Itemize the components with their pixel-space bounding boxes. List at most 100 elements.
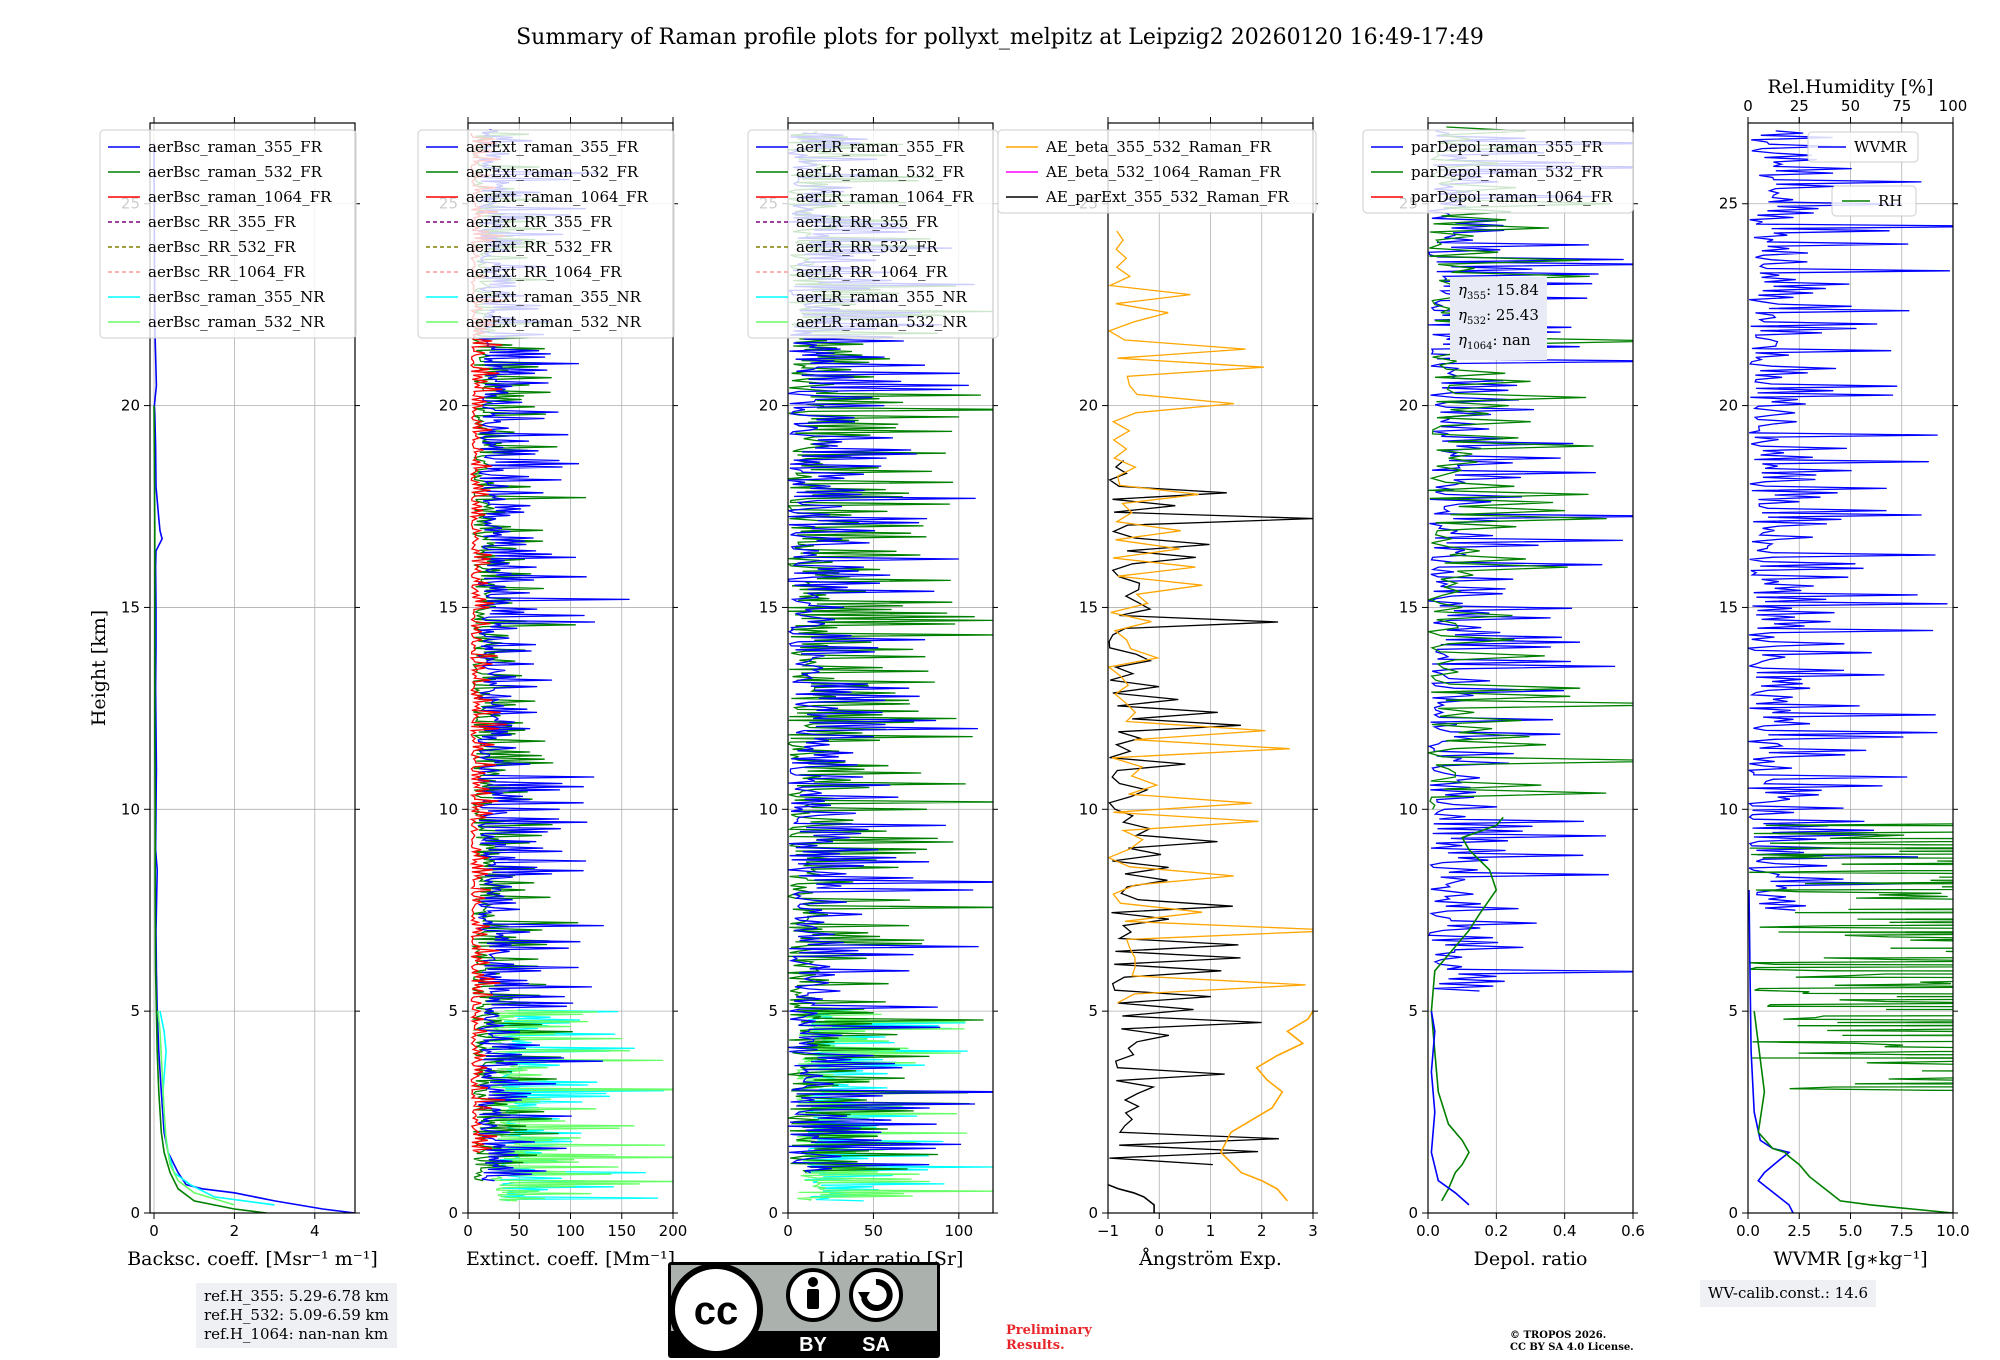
top-tick-label: 50 xyxy=(1841,97,1860,115)
y-tick-label: 20 xyxy=(439,397,458,415)
panel-wvmr: 0.0 2.5 5.0 7.5 10.0 0 5 10 15 20 25 WVMR [g∗kg⁻¹] 0… xyxy=(1719,76,1970,1270)
x-tick-label: 7.5 xyxy=(1890,1222,1914,1240)
series-aerBsc_raman_532_NR xyxy=(157,1011,235,1206)
sa-arrow-arc xyxy=(861,1279,893,1311)
y-tick-label: 10 xyxy=(121,800,140,818)
y-tick-label: 0 xyxy=(1088,1204,1098,1222)
y-tick-label: 10 xyxy=(439,800,458,818)
x-tick-label: 2.5 xyxy=(1787,1222,1811,1240)
preliminary-line-1: Preliminary xyxy=(1006,1323,1092,1338)
y-tick-label: 5 xyxy=(768,1002,778,1020)
axes-frame xyxy=(787,122,994,1214)
legend-angstrom: AE_beta_355_532_Raman_FR AE_beta_532_1064… xyxy=(997,129,1317,214)
preliminary-line-2: Results. xyxy=(1006,1338,1065,1353)
y-tick-label: 0 xyxy=(1408,1204,1418,1222)
legend-label: AE_beta_355_532_Raman_FR xyxy=(1045,138,1272,156)
by-label: BY xyxy=(799,1334,827,1356)
legend-label: aerExt_RR_532_FR xyxy=(466,238,613,256)
legend-box xyxy=(1831,185,1917,217)
x-tick-label: 3 xyxy=(1308,1222,1318,1240)
axes-frame xyxy=(149,122,356,1214)
plot-area xyxy=(1108,230,1313,1213)
eta-532: η532: 25.43 xyxy=(1458,306,1539,327)
legend-box xyxy=(417,129,675,339)
panel-depol: 0.00.20.40.60510152025Depol. ratioparDep… xyxy=(1362,117,1645,1270)
x-tick-label: 0.0 xyxy=(1416,1222,1440,1240)
series-WVMR xyxy=(1748,130,1953,911)
by-person-body xyxy=(807,1289,819,1309)
ref-height-1064: ref.H_1064: nan-nan km xyxy=(204,1325,389,1343)
x-tick-label: 0.4 xyxy=(1553,1222,1577,1240)
series-parDepol_raman_355_FR xyxy=(1428,130,1633,992)
x-tick-label: 0 xyxy=(463,1222,473,1240)
top-tick-label: 25 xyxy=(1790,97,1809,115)
y-axis-label: Height [km] xyxy=(88,610,110,726)
legend-label: aerLR_raman_355_FR xyxy=(796,138,965,156)
sa-label: SA xyxy=(862,1334,890,1356)
legend-extinction: aerExt_raman_355_FR aerExt_raman_532_FRae… xyxy=(417,129,675,339)
top-tick-label: 75 xyxy=(1892,97,1911,115)
legend-label: parDepol_raman_1064_FR xyxy=(1411,188,1613,206)
eta-calibration-box: η355: 15.84 η532: 25.43 η1064: nan xyxy=(1450,277,1547,360)
legend-label: aerLR_raman_532_NR xyxy=(796,313,967,331)
x-tick-label: 50 xyxy=(864,1222,883,1240)
preliminary-results-note: Preliminary Results. xyxy=(1006,1323,1092,1353)
legend-label: aerLR_RR_355_FR xyxy=(796,213,938,231)
x-tick-label: 0 xyxy=(1154,1222,1164,1240)
x-tick-label: −1 xyxy=(1097,1222,1119,1240)
y-tick-label: 5 xyxy=(1408,1002,1418,1020)
legend-backscatter: aerBsc_raman_355_FR aerBsc_raman_532_FRae… xyxy=(99,129,357,339)
y-tick-label: 15 xyxy=(121,598,140,616)
x-tick-label: 150 xyxy=(607,1222,636,1240)
x-tick-label: 100 xyxy=(556,1222,585,1240)
legend-label: aerLR_raman_355_NR xyxy=(796,288,967,306)
figure-title: Summary of Raman profile plots for polly… xyxy=(516,25,1484,50)
copyright-line-2: CC BY SA 4.0 License. xyxy=(1510,1342,1634,1353)
ref-height-532: ref.H_532: 5.09-6.59 km xyxy=(204,1306,389,1324)
legend-label: aerBsc_raman_532_FR xyxy=(148,163,323,181)
x-tick-label: 4 xyxy=(310,1222,320,1240)
x-axis-label: Extinct. coeff. [Mm⁻¹] xyxy=(466,1248,675,1270)
legend-WVMR: WVMR xyxy=(1807,131,1919,163)
eta-355: η355: 15.84 xyxy=(1458,281,1539,302)
x-tick-label: 200 xyxy=(659,1222,688,1240)
legend-box xyxy=(1807,131,1919,163)
legend-label: aerExt_raman_355_NR xyxy=(466,288,642,306)
series-AE_beta_355_532_Raman_FR xyxy=(1108,230,1313,1004)
x-tick-label: 0 xyxy=(149,1222,159,1240)
legend-label: aerLR_RR_532_FR xyxy=(796,238,938,256)
axes-frame xyxy=(1427,122,1634,1214)
y-tick-label: 15 xyxy=(439,598,458,616)
legend-box xyxy=(1362,129,1634,214)
wv-calib-const: WV-calib.const.: 14.6 xyxy=(1700,1280,1877,1307)
y-tick-label: 15 xyxy=(1399,598,1418,616)
series-AE_beta_355_532_Raman_FR xyxy=(1219,1010,1313,1202)
plot-area xyxy=(153,143,355,1213)
panel-extinction: 0501001502000510152025Extinct. coeff. [M… xyxy=(417,117,688,1270)
y-tick-label: 20 xyxy=(759,397,778,415)
legend-box xyxy=(99,129,357,339)
legend-label: aerLR_RR_1064_FR xyxy=(796,263,948,281)
y-tick-label: 5 xyxy=(1728,1002,1738,1020)
ref-height-355: ref.H_355: 5.29-6.78 km xyxy=(204,1287,389,1305)
legend-label: AE_parExt_355_532_Raman_FR xyxy=(1045,188,1290,206)
y-tick-label: 20 xyxy=(1719,397,1738,415)
profile-panels: 0240510152025Backsc. coeff. [Msr⁻¹ m⁻¹]H… xyxy=(88,76,1970,1270)
series-RH xyxy=(1753,1010,1953,1213)
y-tick-label: 10 xyxy=(1399,800,1418,818)
x-axis-label: WVMR [g∗kg⁻¹] xyxy=(1773,1248,1927,1270)
y-tick-label: 20 xyxy=(1079,397,1098,415)
legend-RH: RH xyxy=(1831,185,1917,217)
x-tick-label: 2 xyxy=(230,1222,240,1240)
y-tick-label: 15 xyxy=(759,598,778,616)
series-parDepol_raman_532_FR xyxy=(1430,816,1504,1202)
legend-lidar_ratio: aerLR_raman_355_FR aerLR_raman_532_FR aerL… xyxy=(747,129,999,339)
legend-box xyxy=(747,129,999,339)
y-tick-label: 5 xyxy=(130,1002,140,1020)
legend-box xyxy=(997,129,1317,214)
series-RH xyxy=(1749,823,1953,1092)
x-tick-label: 0.0 xyxy=(1736,1222,1760,1240)
legend-label: aerLR_raman_1064_FR xyxy=(796,188,974,206)
y-tick-label: 25 xyxy=(1719,195,1738,213)
